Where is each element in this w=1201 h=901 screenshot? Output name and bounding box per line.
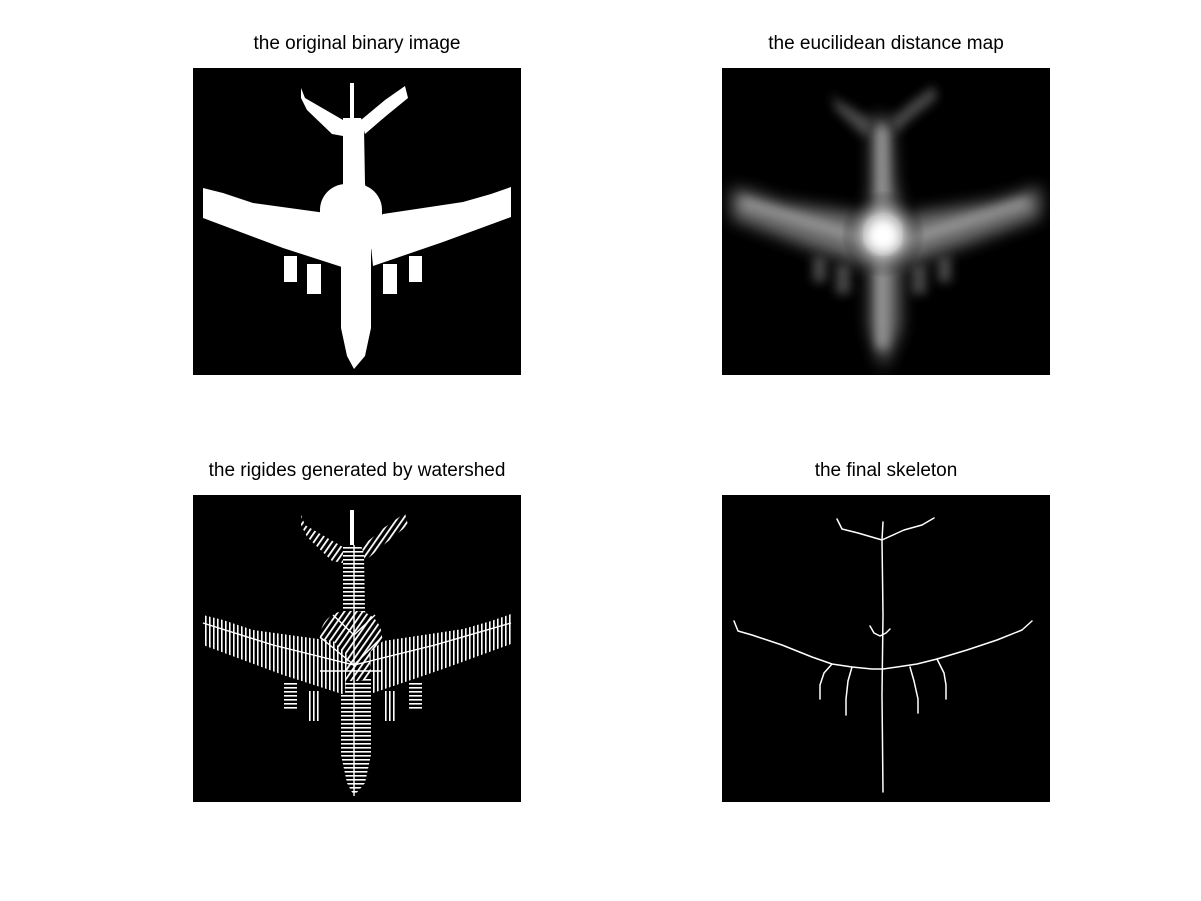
title-distance-map: the eucilidean distance map xyxy=(768,33,1004,54)
image-watershed-ridges xyxy=(193,495,521,802)
title-final-skeleton: the final skeleton xyxy=(814,460,958,481)
image-original-binary xyxy=(193,68,521,375)
title-original-binary-image: the original binary image xyxy=(253,33,461,54)
image-final-skeleton xyxy=(722,495,1050,802)
image-distance-map xyxy=(722,68,1050,375)
title-watershed-ridges: the rigides generated by watershed xyxy=(208,460,506,481)
